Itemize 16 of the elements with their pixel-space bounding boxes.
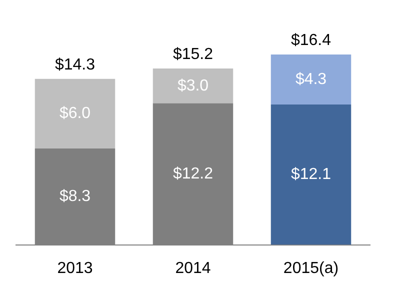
data-label: $8.3	[59, 188, 91, 206]
bar	[34, 78, 116, 149]
data-label: $12.2	[172, 165, 214, 182]
total-label: $16.4	[290, 32, 332, 49]
data-label: $6.0	[59, 105, 91, 122]
x-tick-label: 2015(a)	[283, 260, 339, 277]
data-label: $12.1	[290, 166, 332, 184]
x-tick-label: 2013	[57, 260, 93, 277]
bar	[152, 68, 234, 104]
data-label: $3.0	[177, 77, 209, 94]
total-label: $15.2	[172, 46, 214, 63]
bar	[270, 54, 352, 104]
bar	[270, 104, 352, 245]
x-tick-label: 2014	[175, 260, 211, 277]
data-label: $4.3	[295, 70, 327, 88]
total-label: $14.3	[54, 56, 96, 74]
